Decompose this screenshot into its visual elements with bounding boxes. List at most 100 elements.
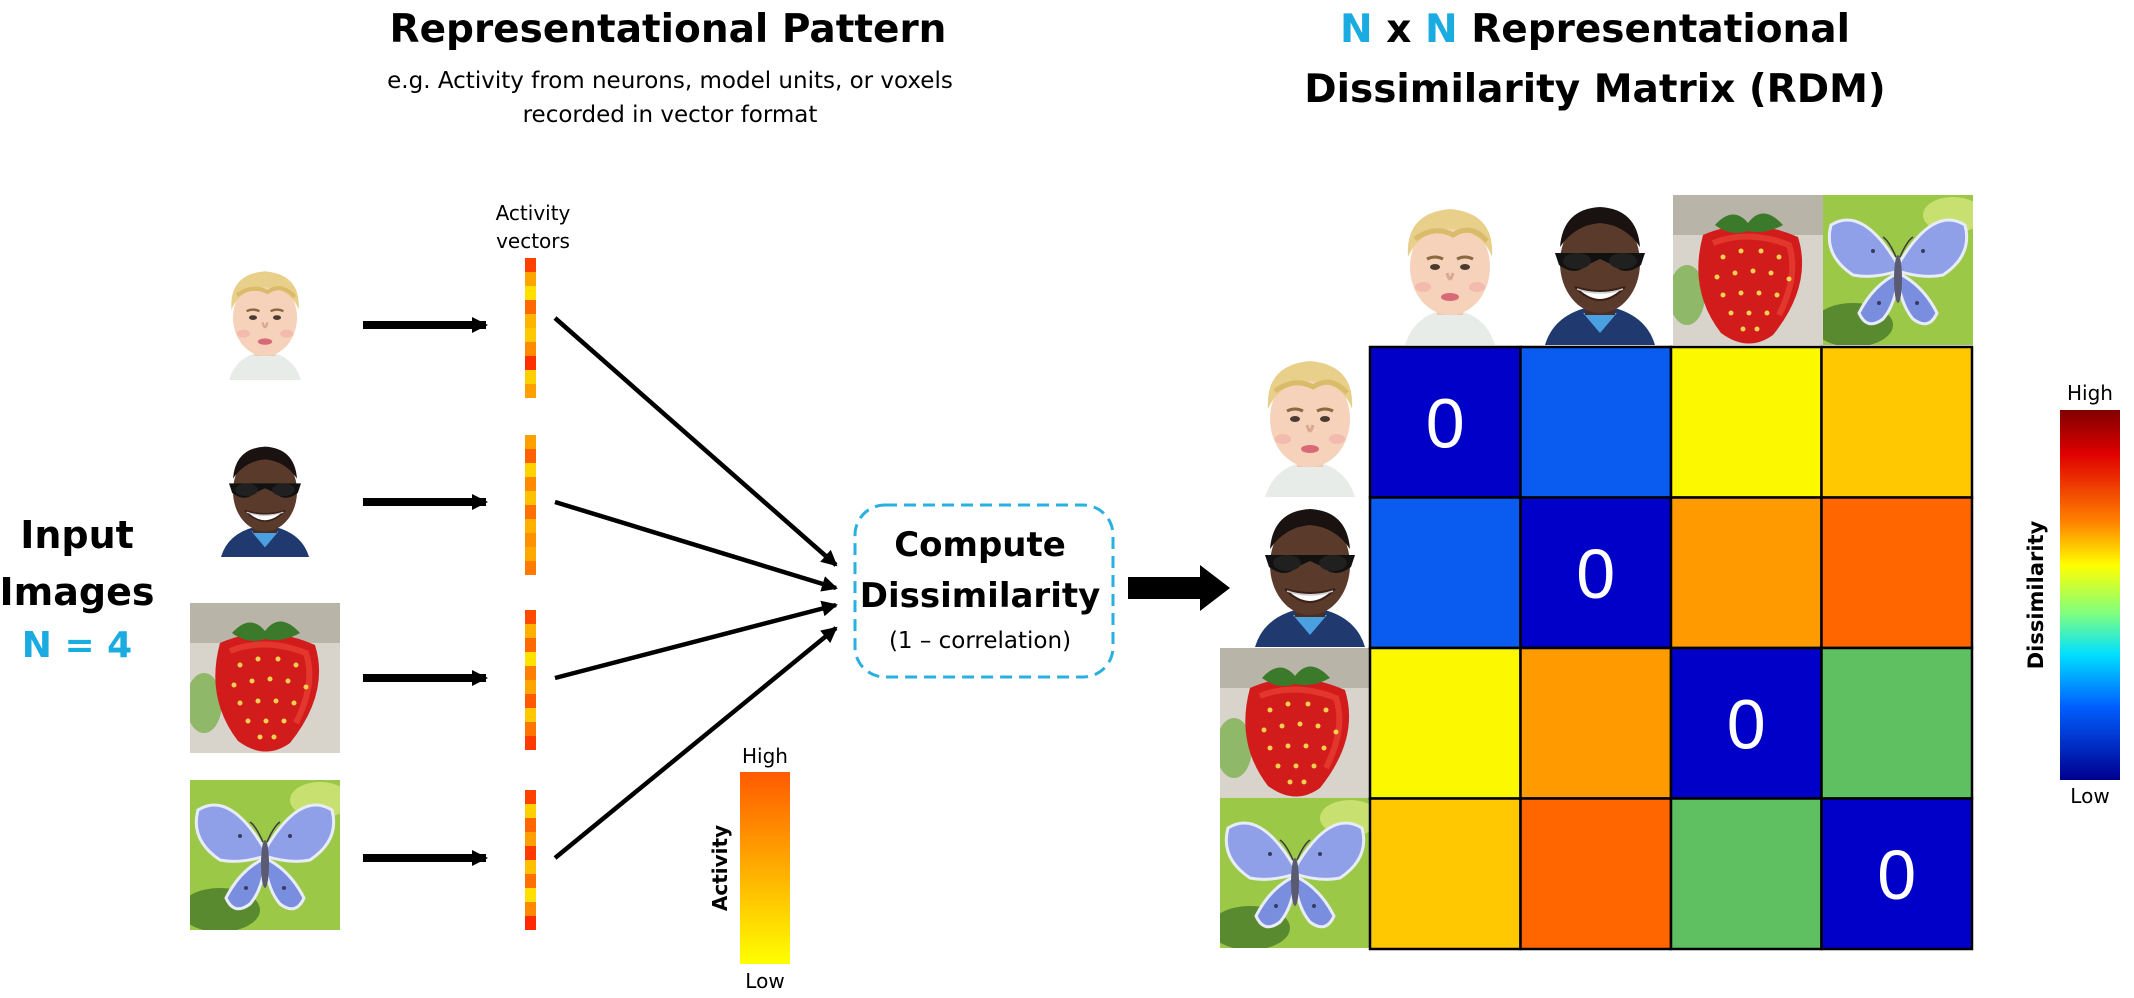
activity-vector-segment bbox=[525, 860, 536, 874]
activity-vector-segment bbox=[525, 832, 536, 846]
rdm-cell bbox=[1820, 345, 1974, 499]
compute-line3: (1 – correlation) bbox=[889, 628, 1071, 654]
rdm-col-child-face-image bbox=[1375, 195, 1525, 345]
dissimilarity-colorbar-label: Dissimilarity bbox=[2024, 520, 2048, 669]
rdm-cell bbox=[1368, 496, 1522, 650]
compute-line2: Dissimilarity bbox=[860, 576, 1101, 616]
activity-vector-segment bbox=[525, 342, 536, 356]
activity-vector-segment bbox=[525, 888, 536, 902]
arrow-vector-to-compute bbox=[554, 600, 838, 681]
activity-colorbar-high: High bbox=[742, 744, 788, 768]
rdm-cell bbox=[1368, 797, 1522, 951]
activity-vector-segment bbox=[525, 477, 536, 491]
arrow-vector-to-compute bbox=[554, 499, 838, 592]
activity-vector-segment bbox=[525, 666, 536, 680]
activity-vector-segment bbox=[525, 790, 536, 804]
rdm-cell-label: 0 bbox=[1576, 535, 1615, 613]
activity-vector-segment bbox=[525, 902, 536, 916]
rdm-col-butterfly-image bbox=[1823, 195, 1973, 345]
activity-colorbar-label: Activity bbox=[708, 825, 732, 911]
activity-vector-segment bbox=[525, 533, 536, 547]
pattern-subtitle-line1: e.g. Activity from neurons, model units,… bbox=[387, 68, 953, 94]
activity-vector-segment bbox=[525, 874, 536, 888]
rdm-title-n1: N bbox=[1340, 7, 1373, 52]
activity-vector-segment bbox=[525, 624, 536, 638]
rdm-cell bbox=[1669, 797, 1823, 951]
pattern-subtitle-line2: recorded in vector format bbox=[523, 102, 818, 128]
activity-vector-segment bbox=[525, 435, 536, 449]
rdm-row-butterfly-image bbox=[1220, 798, 1370, 948]
activity-vector-segment bbox=[525, 300, 536, 314]
activity-vector-segment bbox=[525, 463, 536, 477]
activity-vector-segment bbox=[525, 272, 536, 286]
rdm-cell-label: 0 bbox=[1426, 384, 1465, 462]
rdm-title-rest: Representational bbox=[1458, 7, 1850, 52]
activity-vector-segment bbox=[525, 694, 536, 708]
activity-vector-segment bbox=[525, 286, 536, 300]
activity-vector-segment bbox=[525, 638, 536, 652]
activity-vectors-label-line1: Activity bbox=[496, 201, 571, 225]
rdm-row-strawberry-image bbox=[1216, 648, 1370, 798]
dissimilarity-colorbar-low: Low bbox=[2070, 784, 2109, 808]
activity-vector-segment bbox=[525, 680, 536, 694]
rdm-cell bbox=[1669, 496, 1823, 650]
rdm-cell bbox=[1820, 646, 1974, 800]
man-face-image bbox=[205, 436, 325, 558]
rdm-cell-label: 0 bbox=[1877, 836, 1916, 914]
input-count: N = 4 bbox=[22, 625, 132, 666]
compute-line1: Compute bbox=[894, 525, 1066, 565]
activity-vector-segment bbox=[525, 449, 536, 463]
activity-vector-segment bbox=[525, 314, 536, 328]
activity-colorbar-low: Low bbox=[745, 969, 784, 993]
rdm-cell bbox=[1820, 496, 1974, 650]
activity-vector-segment bbox=[525, 736, 536, 750]
rdm-cell bbox=[1519, 345, 1673, 499]
activity-vector-segment bbox=[525, 356, 536, 370]
activity-vector-segment bbox=[525, 652, 536, 666]
rdm-title-x: x bbox=[1373, 7, 1425, 52]
butterfly-image bbox=[190, 780, 340, 930]
activity-vector-segment bbox=[525, 328, 536, 342]
activity-vector-segment bbox=[525, 384, 536, 398]
activity-vector-segment bbox=[525, 846, 536, 860]
activity-vector-segment bbox=[525, 370, 536, 384]
child-face-image bbox=[205, 260, 325, 380]
rdm-title-line2: Dissimilarity Matrix (RDM) bbox=[1304, 67, 1885, 112]
compute-box bbox=[853, 503, 1115, 679]
rdm-title-n2: N bbox=[1425, 7, 1458, 52]
activity-vector-segment bbox=[525, 561, 536, 575]
rdm-cell bbox=[1669, 345, 1823, 499]
activity-vector-segment bbox=[525, 804, 536, 818]
dissimilarity-colorbar-high: High bbox=[2067, 381, 2113, 405]
activity-vectors-label-line2: vectors bbox=[496, 229, 570, 253]
rdm-row-man-face-image bbox=[1235, 497, 1385, 647]
rdm-col-strawberry-image bbox=[1669, 195, 1823, 345]
activity-vector-segment bbox=[525, 818, 536, 832]
rdm-cell-label: 0 bbox=[1727, 685, 1766, 763]
activity-vector-segment bbox=[525, 722, 536, 736]
arrow-to-rdm-head bbox=[1200, 565, 1230, 611]
rdm-cell bbox=[1820, 797, 1974, 951]
activity-vector-segment bbox=[525, 505, 536, 519]
rdm-cell bbox=[1519, 496, 1673, 650]
activity-vector-segment bbox=[525, 916, 536, 930]
rdm-col-man-face-image bbox=[1525, 195, 1675, 345]
rdm-cell bbox=[1519, 797, 1673, 951]
rdm-matrix: 0 0 0 0 bbox=[1368, 345, 1974, 951]
activity-vector-segment bbox=[525, 491, 536, 505]
activity-vector-segment bbox=[525, 547, 536, 561]
rdm-cell bbox=[1519, 646, 1673, 800]
input-label-line2: Images bbox=[0, 570, 154, 614]
rdm-row-child-face-image bbox=[1235, 347, 1385, 497]
rdm-cell bbox=[1368, 646, 1522, 800]
activity-vector-segment bbox=[525, 519, 536, 533]
activity-vector-segment bbox=[525, 708, 536, 722]
activity-vector-segment bbox=[525, 258, 536, 272]
arrow-vector-to-compute bbox=[553, 626, 838, 860]
arrow-vector-to-compute bbox=[553, 316, 838, 567]
activity-colorbar bbox=[740, 772, 790, 964]
input-label-line1: Input bbox=[20, 513, 134, 557]
rdm-title-line1: N x N Representational bbox=[1340, 7, 1850, 52]
dissimilarity-colorbar bbox=[2060, 410, 2120, 780]
